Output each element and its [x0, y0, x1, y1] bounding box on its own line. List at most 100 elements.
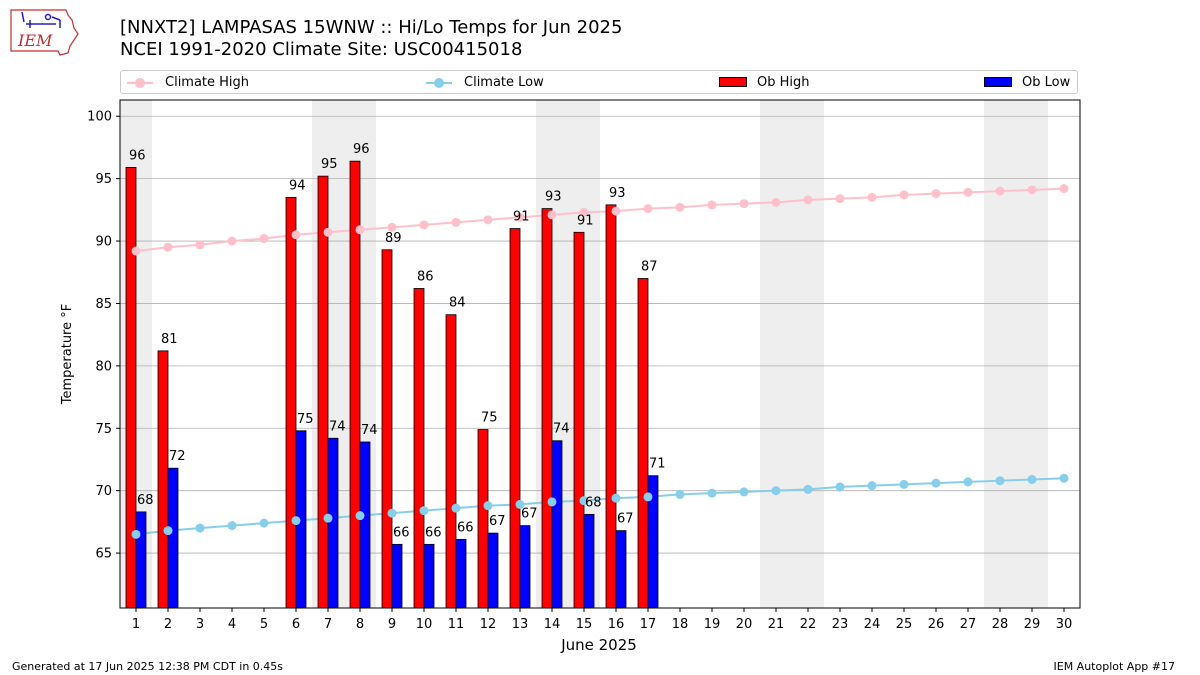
- ob-high-bar-day-2: [157, 350, 169, 609]
- climate-low-point-day-7: [323, 513, 333, 523]
- ob-high-bar-day-17: [637, 278, 649, 609]
- ob-low-bar-day-14: [551, 440, 563, 609]
- climate-high-point-day-16: [611, 206, 621, 216]
- climate-points: [131, 184, 1069, 539]
- climate-low-point-day-14: [547, 497, 557, 507]
- ob-low-value-label: 74: [361, 423, 378, 438]
- climate-high-point-day-19: [707, 200, 717, 210]
- climate-low-point-day-27: [963, 477, 973, 487]
- legend-marker-climate-high: [135, 78, 145, 88]
- ob-low-value-label: 72: [169, 449, 186, 464]
- y-tick-label: 65: [95, 547, 112, 562]
- ob-high-bar-day-16: [605, 204, 617, 609]
- ob-high-value-label: 93: [545, 190, 562, 205]
- climate-low-point-day-13: [515, 499, 525, 509]
- ob-high-value-label: 95: [321, 157, 338, 172]
- weekend-shade-day-22: [792, 100, 824, 608]
- x-tick-label: 28: [992, 617, 1009, 632]
- ob-high-bar-day-7: [317, 175, 329, 609]
- ob-low-value-label: 66: [457, 520, 474, 535]
- x-tick-label: 27: [960, 617, 977, 632]
- ob-high-bar-day-1: [125, 167, 137, 609]
- climate-low-point-day-23: [835, 482, 845, 492]
- weather-instruments-icon: [21, 11, 61, 28]
- climate-high-point-day-20: [739, 199, 749, 209]
- y-tick-label: 100: [87, 110, 112, 125]
- climate-low-point-day-15: [579, 496, 589, 506]
- climate-low-point-day-9: [387, 508, 397, 518]
- ob-low-value-label: 67: [521, 507, 538, 522]
- x-tick-label: 14: [544, 617, 561, 632]
- x-tick-label: 15: [576, 617, 593, 632]
- app-credit: IEM Autoplot App #17: [1053, 660, 1176, 673]
- x-tick-label: 18: [672, 617, 689, 632]
- weekend-shade-day-21: [760, 100, 792, 608]
- x-tick-label: 8: [356, 617, 364, 632]
- climate-high-point-day-8: [355, 225, 365, 235]
- ob-high-bar-day-14: [541, 208, 553, 609]
- iowa-outline-shape: [10, 9, 79, 56]
- ob-low-value-label: 74: [553, 422, 570, 437]
- ob-high-value-label: 96: [353, 142, 370, 157]
- ob-low-value-label: 74: [329, 419, 346, 434]
- climate-high-point-day-2: [163, 242, 173, 252]
- x-tick-label: 9: [388, 617, 396, 632]
- climate-high-point-day-26: [931, 189, 941, 199]
- plot-frame: [119, 99, 1081, 609]
- ob-high-value-label: 96: [129, 148, 146, 163]
- climate-low-point-day-4: [227, 521, 237, 531]
- ob-high-bar-day-13: [509, 228, 521, 609]
- x-tick-label: 25: [896, 617, 913, 632]
- ob-high-value-label: 91: [577, 213, 594, 228]
- ob-high-value-label: 75: [481, 411, 498, 426]
- y-tick-label: 85: [95, 297, 112, 312]
- x-tick-label: 30: [1056, 617, 1073, 632]
- climate-low-point-day-10: [419, 506, 429, 516]
- ob-low-bar-day-1: [135, 511, 147, 609]
- ob-low-bar-day-8: [359, 441, 371, 609]
- climate-high-point-day-6: [291, 230, 301, 240]
- x-tick-label: 2: [164, 617, 172, 632]
- ob-low-value-label: 71: [649, 457, 666, 472]
- climate-high-point-day-25: [899, 190, 909, 200]
- ob-high-value-label: 94: [289, 178, 306, 193]
- x-tick-label: 19: [704, 617, 721, 632]
- ob-high-value-label: 81: [161, 332, 178, 347]
- climate-high-point-day-10: [419, 220, 429, 230]
- y-axis-label: Temperature °F: [60, 304, 75, 405]
- y-tick-label: 75: [95, 422, 112, 437]
- x-tick-label: 10: [416, 617, 433, 632]
- climate-high-point-day-3: [195, 240, 205, 250]
- x-tick-label: 13: [512, 617, 529, 632]
- ob-high-value-label: 93: [609, 186, 626, 201]
- climate-low-point-day-22: [803, 484, 813, 494]
- climate-high-point-day-18: [675, 202, 685, 212]
- climate-high-point-day-24: [867, 192, 877, 202]
- ob-high-bar-day-12: [477, 429, 489, 609]
- ob-high-bar-day-9: [381, 249, 393, 609]
- ob-high-bar-day-15: [573, 231, 585, 609]
- ob-low-bar-day-13: [519, 525, 531, 609]
- ob-low-value-label: 67: [617, 512, 634, 527]
- climate-high-point-day-28: [995, 186, 1005, 196]
- ob-low-value-label: 67: [489, 514, 506, 529]
- weekend-shade-day-28: [984, 100, 1016, 608]
- climate-low-point-day-18: [675, 489, 685, 499]
- ob-high-value-label: 91: [513, 210, 530, 225]
- y-tick-label: 70: [95, 484, 112, 499]
- climate-high-point-day-30: [1059, 184, 1069, 194]
- ob-low-value-label: 68: [585, 495, 602, 510]
- ob-high-bar-day-10: [413, 288, 425, 609]
- ob-high-value-label: 86: [417, 269, 434, 284]
- x-tick-label: 6: [292, 617, 300, 632]
- climate-low-point-day-5: [259, 518, 269, 528]
- legend-swatch-ob-low: [984, 77, 1012, 87]
- climate-high-point-day-14: [547, 210, 557, 220]
- climate-low-point-day-29: [1027, 474, 1037, 484]
- climate-high-point-day-22: [803, 195, 813, 205]
- legend-label-climate-high: Climate High: [165, 75, 250, 90]
- x-tick-label: 20: [736, 617, 753, 632]
- chart-legend: Climate High Climate Low Ob High Ob Low: [120, 70, 1078, 94]
- ob-low-value-label: 66: [393, 525, 410, 540]
